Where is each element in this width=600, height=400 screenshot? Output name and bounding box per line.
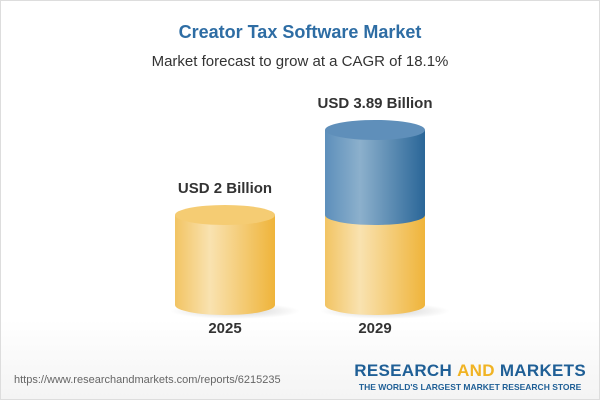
- category-label: 2025: [208, 320, 241, 337]
- category-label: 2029: [358, 320, 391, 337]
- base-cylinder-2025-top: [175, 205, 275, 225]
- data-label: USD 3.89 Billion: [317, 95, 432, 112]
- base-segment-2029-body: [325, 215, 425, 315]
- chart-subtitle: Market forecast to grow at a CAGR of 18.…: [151, 53, 449, 70]
- data-label: USD 2 Billion: [178, 180, 272, 197]
- research-and-markets-logo: RESEARCH AND MARKETS THE WORLD'S LARGEST…: [354, 361, 586, 392]
- growth-segment-2029-body: [325, 129, 425, 225]
- source-url[interactable]: https://www.researchandmarkets.com/repor…: [14, 374, 281, 386]
- growth-segment-2029-top: [325, 119, 425, 140]
- base-cylinder-2025-body: [175, 215, 275, 315]
- chart-title: Creator Tax Software Market: [178, 22, 422, 42]
